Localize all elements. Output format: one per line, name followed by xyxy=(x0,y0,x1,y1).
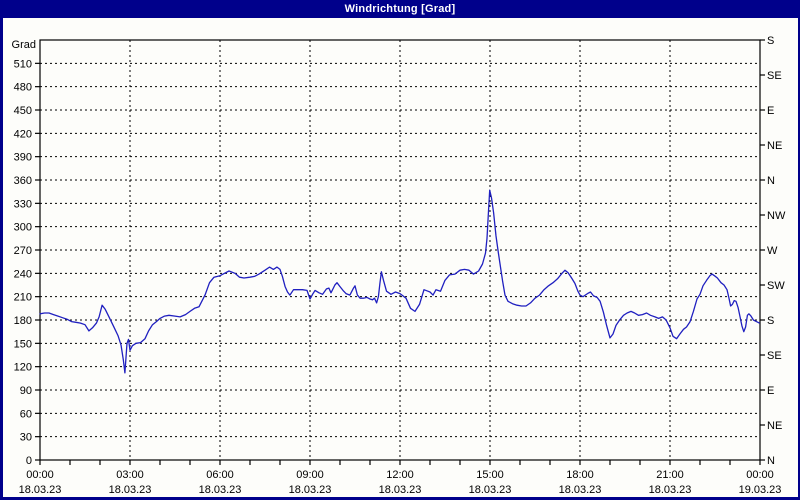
svg-text:60: 60 xyxy=(20,408,32,420)
svg-text:12:00: 12:00 xyxy=(386,469,414,481)
axes xyxy=(35,39,765,465)
svg-text:270: 270 xyxy=(14,245,32,257)
svg-text:18.03.23: 18.03.23 xyxy=(469,484,512,496)
svg-text:00:00: 00:00 xyxy=(746,469,774,481)
svg-text:SE: SE xyxy=(767,350,782,362)
svg-text:NE: NE xyxy=(767,140,782,152)
svg-text:330: 330 xyxy=(14,198,32,210)
window-titlebar: Windrichtung [Grad] xyxy=(0,0,800,18)
svg-text:NE: NE xyxy=(767,420,782,432)
svg-text:390: 390 xyxy=(14,152,32,164)
svg-text:21:00: 21:00 xyxy=(656,469,684,481)
svg-text:03:00: 03:00 xyxy=(116,469,144,481)
svg-text:15:00: 15:00 xyxy=(476,469,504,481)
axis-labels: 30 60 90 120 150 180 210 240 270 300 330 360 390 420 4… xyxy=(12,35,786,496)
svg-text:09:00: 09:00 xyxy=(296,469,324,481)
svg-text:N: N xyxy=(767,175,775,187)
svg-text:SW: SW xyxy=(767,280,785,292)
svg-text:18.03.23: 18.03.23 xyxy=(649,484,692,496)
svg-text:480: 480 xyxy=(14,82,32,94)
svg-text:E: E xyxy=(767,385,774,397)
window-title: Windrichtung [Grad] xyxy=(344,3,456,15)
svg-text:06:00: 06:00 xyxy=(206,469,234,481)
svg-text:90: 90 xyxy=(20,385,32,397)
svg-text:18.03.23: 18.03.23 xyxy=(109,484,152,496)
svg-text:450: 450 xyxy=(14,105,32,117)
data-series xyxy=(39,189,761,374)
svg-text:18:00: 18:00 xyxy=(566,469,594,481)
svg-text:360: 360 xyxy=(14,175,32,187)
svg-text:W: W xyxy=(767,245,778,257)
svg-text:180: 180 xyxy=(14,315,32,327)
svg-text:18.03.23: 18.03.23 xyxy=(289,484,332,496)
wind-direction-line xyxy=(39,189,761,374)
svg-text:E: E xyxy=(767,105,774,117)
svg-text:18.03.23: 18.03.23 xyxy=(559,484,602,496)
svg-text:240: 240 xyxy=(14,268,32,280)
gridlines xyxy=(40,40,760,460)
svg-text:18.03.23: 18.03.23 xyxy=(199,484,242,496)
svg-text:S: S xyxy=(767,35,774,47)
svg-text:00:00: 00:00 xyxy=(26,469,54,481)
svg-text:SE: SE xyxy=(767,70,782,82)
svg-text:Grad: Grad xyxy=(12,39,36,51)
svg-text:18.03.23: 18.03.23 xyxy=(19,484,62,496)
svg-text:150: 150 xyxy=(14,338,32,350)
svg-text:420: 420 xyxy=(14,128,32,140)
svg-text:18.03.23: 18.03.23 xyxy=(379,484,422,496)
svg-text:NW: NW xyxy=(767,210,786,222)
svg-text:0: 0 xyxy=(26,455,32,467)
svg-text:S: S xyxy=(767,315,774,327)
svg-text:510: 510 xyxy=(14,58,32,70)
svg-text:N: N xyxy=(767,455,775,467)
svg-text:19.03.23: 19.03.23 xyxy=(739,484,782,496)
svg-text:210: 210 xyxy=(14,292,32,304)
svg-text:300: 300 xyxy=(14,222,32,234)
svg-text:30: 30 xyxy=(20,432,32,444)
svg-text:120: 120 xyxy=(14,362,32,374)
